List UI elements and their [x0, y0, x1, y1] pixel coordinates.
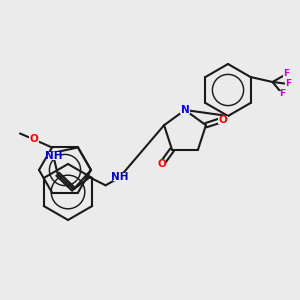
Text: NH: NH [45, 151, 62, 161]
Text: F: F [280, 89, 286, 98]
Text: F: F [284, 70, 290, 79]
Text: NH: NH [111, 172, 128, 182]
Text: O: O [219, 115, 227, 124]
Bar [108, 172, 115, 178]
Bar [180, 106, 190, 114]
Bar [284, 80, 292, 88]
Bar [283, 70, 290, 77]
Bar [29, 136, 39, 143]
Text: O: O [30, 134, 38, 145]
Text: F: F [286, 80, 292, 88]
Bar [112, 173, 127, 181]
Bar [157, 160, 166, 168]
Text: N: N [181, 105, 189, 115]
Bar [46, 152, 61, 160]
Bar [278, 91, 286, 98]
Text: O: O [157, 159, 166, 170]
Bar [218, 116, 228, 124]
